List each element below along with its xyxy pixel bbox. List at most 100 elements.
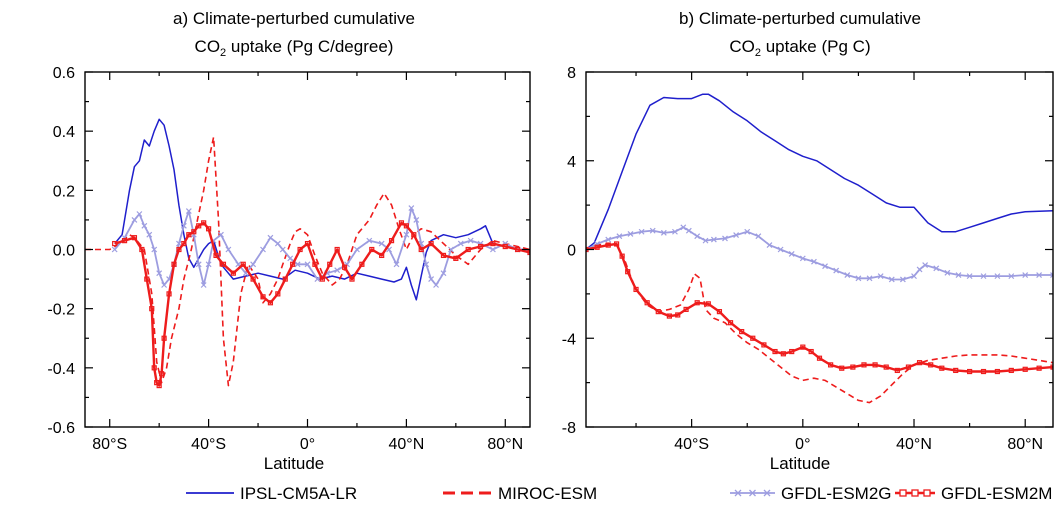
panel-b-ytick-label: -8 xyxy=(562,420,576,437)
panel-b-xtick-label: 40°S xyxy=(674,436,709,453)
panel-b-marker-gfdl-esm2g xyxy=(1050,272,1053,278)
panel-b-marker-gfdl-esm2m xyxy=(644,300,650,306)
panel-b-marker-gfdl-esm2m xyxy=(916,360,923,366)
panel-a-marker-gfdl-esm2g xyxy=(287,255,294,262)
panel-b-ytick-label: 8 xyxy=(567,65,576,82)
panel-b-marker-gfdl-esm2m xyxy=(594,244,600,250)
panel-a-marker-gfdl-esm2m xyxy=(186,232,192,238)
panel-a-marker-gfdl-esm2m xyxy=(290,261,296,267)
panel-a-marker-gfdl-esm2g xyxy=(378,240,385,247)
panel-b-marker-gfdl-esm2g xyxy=(638,228,645,235)
panel-a-marker-gfdl-esm2m xyxy=(191,229,197,235)
panel-a-marker-gfdl-esm2m xyxy=(403,223,409,229)
panel-b-marker-gfdl-esm2g xyxy=(994,273,1001,280)
panel-a-marker-gfdl-esm2m xyxy=(131,235,138,241)
panel-a-marker-gfdl-esm2g xyxy=(366,237,373,244)
panel-a-marker-gfdl-esm2g xyxy=(136,211,143,217)
panel-b-series-group xyxy=(586,93,1053,404)
panel-a-marker-gfdl-esm2m xyxy=(121,238,128,244)
panel-b-marker-gfdl-esm2m xyxy=(683,306,689,313)
panel-b-marker-gfdl-esm2m xyxy=(967,368,973,375)
panel-b-marker-gfdl-esm2m xyxy=(780,351,786,357)
panel-b-marker-gfdl-esm2g xyxy=(733,232,740,239)
panel-b-marker-gfdl-esm2g xyxy=(833,267,840,274)
panel-a-marker-gfdl-esm2m xyxy=(379,252,385,259)
panel-a-marker-gfdl-esm2g xyxy=(274,240,281,247)
panel-a-xtick-label: 80°N xyxy=(487,436,523,453)
panel-a-marker-gfdl-esm2g xyxy=(423,261,430,268)
panel-b-marker-gfdl-esm2g xyxy=(844,272,851,278)
panel-a-marker-gfdl-esm2g xyxy=(294,261,301,268)
panel-a-series-gfdl-esm2m xyxy=(114,221,530,387)
panel-b-marker-gfdl-esm2g xyxy=(966,273,973,280)
panel-b-marker-gfdl-esm2m xyxy=(675,312,681,318)
legend-item-gfdl-esm2g: GFDL-ESM2G xyxy=(730,484,892,503)
panel-a-marker-gfdl-esm2m xyxy=(139,246,145,253)
panel-b-marker-gfdl-esm2g xyxy=(694,233,701,240)
panel-a-marker-gfdl-esm2m xyxy=(477,243,484,250)
panel-b-marker-gfdl-esm2g xyxy=(685,227,692,234)
panel-b-marker-gfdl-esm2g xyxy=(680,224,687,231)
panel-b-marker-gfdl-esm2m xyxy=(625,269,631,275)
panel-b-marker-gfdl-esm2g xyxy=(888,276,895,283)
panel-a-marker-gfdl-esm2g xyxy=(304,261,311,268)
panel-b-marker-gfdl-esm2g xyxy=(980,273,987,280)
panel-b-marker-gfdl-esm2m xyxy=(716,309,723,315)
panel-a-marker-gfdl-esm2m xyxy=(151,365,157,371)
panel-a-marker-gfdl-esm2m xyxy=(341,264,348,270)
panel-b-marker-gfdl-esm2g xyxy=(822,263,828,270)
panel-b-marker-gfdl-esm2m xyxy=(905,364,912,370)
panel-a-marker-gfdl-esm2g xyxy=(141,222,148,229)
panel-b-marker-gfdl-esm2g xyxy=(866,275,873,282)
panel-b-marker-gfdl-esm2m xyxy=(761,342,767,348)
panel-b-marker-gfdl-esm2g xyxy=(911,273,917,280)
panel-a-marker-gfdl-esm2g xyxy=(195,261,202,268)
panel-a-marker-gfdl-esm2g xyxy=(314,276,321,283)
panel-a-marker-gfdl-esm2g xyxy=(279,246,286,253)
panel-b-series-ipsl-cm5a-lr xyxy=(586,93,1053,251)
panel-a-marker-gfdl-esm2m xyxy=(213,252,219,259)
panel-b-marker-gfdl-esm2m xyxy=(1008,367,1014,374)
panel-a-marker-gfdl-esm2m xyxy=(171,261,177,267)
panel-b-marker-gfdl-esm2g xyxy=(855,275,862,282)
legend-label: GFDL-ESM2G xyxy=(781,484,892,503)
panel-a-xtick-label: 40°S xyxy=(191,436,226,453)
panel-b-marker-gfdl-esm2g xyxy=(877,273,884,280)
panel-a-marker-gfdl-esm2g xyxy=(428,276,435,283)
panel-b-marker-gfdl-esm2m xyxy=(750,335,756,341)
panel-b-title-line2: CO2 uptake (Pg C) xyxy=(729,37,870,59)
legend-marker xyxy=(923,489,931,497)
panel-a-marker-gfdl-esm2m xyxy=(327,261,333,267)
panel-b-marker-gfdl-esm2g xyxy=(955,272,962,278)
panel-b-marker-gfdl-esm2g xyxy=(649,227,656,234)
panel-b-marker-gfdl-esm2g xyxy=(944,269,951,276)
panel-a-xtick-label: 0° xyxy=(300,436,315,453)
panel-b-marker-gfdl-esm2g xyxy=(660,229,667,236)
panel-b-marker-gfdl-esm2g xyxy=(710,236,717,243)
panel-a-marker-gfdl-esm2m xyxy=(267,300,274,306)
panel-a-marker-gfdl-esm2g xyxy=(151,246,158,253)
legend-label: GFDL-ESM2M xyxy=(941,484,1052,503)
legend-label: IPSL-CM5A-LR xyxy=(240,484,357,503)
panel-b-marker-gfdl-esm2m xyxy=(772,348,778,355)
panel-a-xtick-label: 80°S xyxy=(92,436,127,453)
panel-b-marker-gfdl-esm2m xyxy=(883,364,889,370)
panel-a-marker-gfdl-esm2m xyxy=(230,270,236,276)
panel-b: b) Climate-perturbed cumulative CO2 upta… xyxy=(562,9,1054,473)
panel-a-marker-gfdl-esm2g xyxy=(403,231,410,238)
legend-marker xyxy=(734,489,742,497)
panel-a-marker-gfdl-esm2g xyxy=(334,267,341,274)
legend: IPSL-CM5A-LR MIROC-ESM GFDL-ESM2G GFDL-ESM2… xyxy=(186,484,1052,503)
panel-a-marker-gfdl-esm2g xyxy=(218,231,224,238)
panel-b-marker-gfdl-esm2m xyxy=(789,348,795,355)
panel-b-marker-gfdl-esm2g xyxy=(1036,272,1043,278)
panel-a-marker-gfdl-esm2m xyxy=(149,306,155,312)
panel-a-marker-gfdl-esm2g xyxy=(260,246,266,253)
panel-b-ytick-label: 0 xyxy=(567,243,576,260)
panel-a-ytick-label: 0.4 xyxy=(53,124,75,141)
panel-b-marker-gfdl-esm2m xyxy=(1036,365,1042,371)
panel-b-marker-gfdl-esm2m xyxy=(605,242,611,248)
panel-a-marker-gfdl-esm2m xyxy=(220,261,227,267)
panel-b-marker-gfdl-esm2g xyxy=(766,242,773,248)
